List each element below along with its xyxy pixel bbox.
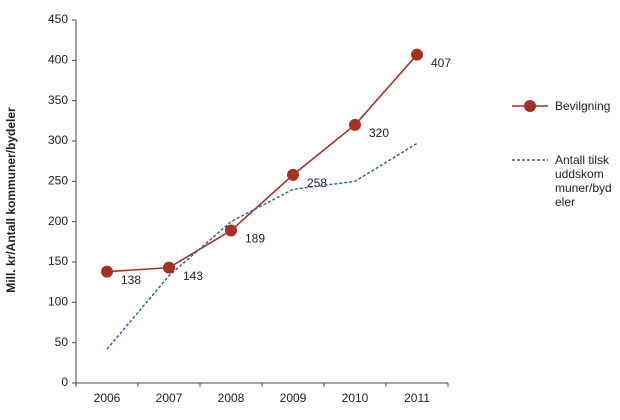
series-line xyxy=(106,54,418,273)
data-label: 143 xyxy=(183,269,203,283)
x-tick-label: 2011 xyxy=(404,391,430,405)
marker xyxy=(225,224,237,237)
marker xyxy=(411,48,423,61)
data-label: 258 xyxy=(307,176,327,190)
y-tick-label: 100 xyxy=(48,295,68,309)
legend-marker xyxy=(524,100,536,112)
legend-label: Antall tilskuddskommuner/bydeler xyxy=(555,153,612,209)
x-tick-label: 2006 xyxy=(94,391,121,405)
y-tick-label: 300 xyxy=(48,133,68,147)
y-tick-label: 450 xyxy=(48,12,68,26)
series-line xyxy=(106,142,418,350)
x-tick-label: 2008 xyxy=(218,391,245,405)
marker xyxy=(101,265,113,278)
x-tick-label: 2007 xyxy=(156,391,183,405)
marker xyxy=(349,118,361,131)
y-tick-label: 150 xyxy=(48,254,68,268)
legend-label: Bevilgning xyxy=(555,99,611,113)
x-tick-label: 2010 xyxy=(342,391,369,405)
y-tick-label: 200 xyxy=(48,214,68,228)
marker xyxy=(287,168,299,181)
y-tick-label: 0 xyxy=(61,375,68,389)
data-label: 407 xyxy=(431,56,451,70)
marker xyxy=(163,261,175,274)
y-tick-label: 350 xyxy=(48,93,68,107)
x-tick-label: 2009 xyxy=(280,391,307,405)
y-tick-label: 250 xyxy=(48,174,68,188)
y-tick-label: 50 xyxy=(55,335,69,349)
y-axis-title: Mill. kr/Antall kommuner/bydeler xyxy=(4,107,18,293)
y-tick-label: 400 xyxy=(48,53,68,67)
data-label: 138 xyxy=(121,273,141,287)
data-label: 320 xyxy=(369,126,389,140)
data-label: 189 xyxy=(245,232,265,246)
